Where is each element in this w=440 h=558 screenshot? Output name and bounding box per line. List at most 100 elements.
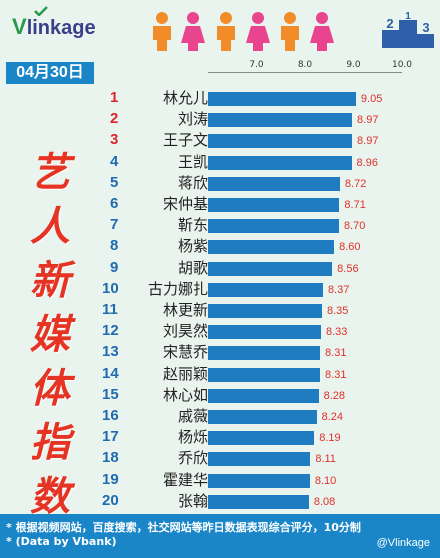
chart-row: 12 刘昊然 8.33 [0,321,440,341]
x-tick-label: 10.0 [391,60,413,70]
value-label: 8.08 [313,495,336,508]
value-label: 8.35 [326,305,349,317]
people-icon [153,12,334,51]
chart-row: 5 蒋欣 8.72 [0,173,440,193]
category-label: 刘昊然 [162,322,208,341]
chart-row: 2 刘涛 8.97 [0,109,440,129]
category-label: 刘涛 [177,110,208,129]
bar [208,410,317,424]
category-label: 林更新 [162,301,208,319]
chart-row: 3 王子文 8.97 [0,130,440,150]
rank-number: 5 [110,173,119,191]
value-label: 8.19 [319,432,341,445]
value-label: 8.70 [343,220,366,233]
value-label: 9.05 [360,93,383,105]
podium-number: 3 [422,20,429,35]
category-label: 王凯 [177,152,208,171]
bar [208,261,333,276]
check-icon [34,6,48,16]
chart-row: 6 宋仲基 8.71 [0,194,440,214]
chart-row: 20 张翰 8.08 [0,491,440,511]
category-label: 胡歌 [177,258,208,277]
chart-row: 15 林心如 8.28 [0,385,440,405]
rank-number: 13 [102,343,119,361]
category-label: 王子文 [162,131,208,150]
person-icon-orange [153,12,171,51]
podium-number: 1 [405,12,411,22]
category-label: 蒋欣 [177,173,208,192]
category-label: 靳东 [177,216,208,235]
vlinkage-logo: Vlinkage [12,14,96,40]
value-label: 8.97 [357,135,379,148]
category-label: 林心如 [162,385,208,404]
logo-rest: linkage [26,17,96,39]
value-label: 8.10 [314,474,337,487]
rank-number: 17 [102,428,119,446]
bar [208,198,340,212]
chart-row: 14 赵丽颖 8.31 [0,364,440,384]
x-tick-label: 9.0 [346,60,361,70]
category-label: 古力娜扎 [147,279,208,298]
logo-initial: V [12,14,27,39]
category-label: 林允儿 [162,89,208,107]
rank-number: 15 [102,385,119,403]
value-label: 8.28 [323,389,345,402]
footer-note: * 根据视频网站，百度搜索，社交网站等昨日数据表现综合评分，10分制 [6,521,361,534]
x-tick-label: 8.0 [297,60,313,70]
x-tick-label: 7.0 [249,60,264,70]
bar [208,176,340,191]
rank-number: 3 [110,131,119,149]
chart-row: 17 杨烁 8.19 [0,427,440,447]
value-label: 8.37 [327,283,350,296]
value-label: 8.31 [325,368,347,381]
bar [208,134,353,149]
rank-number: 12 [102,322,119,340]
value-label: 8.97 [357,114,379,127]
rank-number: 4 [110,152,119,170]
chart-row: 8 杨紫 8.60 [0,236,440,256]
watermark: @Vlinkage [376,537,430,549]
rank-number: 11 [102,301,118,318]
category-label: 赵丽颖 [162,364,208,383]
rank-number: 9 [110,258,119,276]
bar [208,388,319,403]
category-label: 宋仲基 [162,195,208,213]
bar [208,494,309,509]
chart-row: 18 乔欣 8.11 [0,448,440,468]
title-char: 指 [30,420,70,466]
footer-banner: * 根据视频网站，百度搜索，社交网站等昨日数据表现综合评分，10分制 * (Da… [0,514,440,558]
title-char: 艺 [30,150,70,196]
bar [208,431,315,446]
chart-row: 13 宋慧乔 8.31 [0,342,440,362]
bar [208,304,322,318]
rank-number: 6 [110,195,119,212]
value-label: 8.96 [356,156,378,169]
rank-number: 20 [102,491,119,509]
chart-row: 7 靳东 8.70 [0,215,440,235]
value-label: 8.72 [344,177,367,190]
category-label: 杨紫 [177,237,208,256]
podium-number: 2 [386,16,393,31]
value-label: 8.56 [337,262,359,275]
person-icon-orange [281,12,299,51]
date-badge: 04月30日 [6,62,94,84]
rank-number: 1 [110,89,119,106]
title-char: 数 [30,474,70,520]
bar [208,452,311,467]
bar [208,219,339,234]
podium-icon: 2 1 3 [382,12,434,48]
value-label: 8.33 [326,326,348,339]
chart-row: 1 林允儿 9.05 [0,88,440,108]
vertical-title: 艺 人 新 媒 体 指 数 [22,146,78,524]
rank-number: 7 [110,216,119,234]
title-char: 新 [30,258,70,304]
footer-source: * (Data by Vbank) [6,535,117,548]
value-label: 8.71 [344,199,366,211]
rank-number: 14 [102,364,119,382]
bar [208,92,356,106]
title-char: 人 [30,204,70,250]
rank-number: 8 [110,237,119,255]
chart-row: 9 胡歌 8.56 [0,258,440,278]
bar [208,155,352,170]
bar [208,473,310,488]
